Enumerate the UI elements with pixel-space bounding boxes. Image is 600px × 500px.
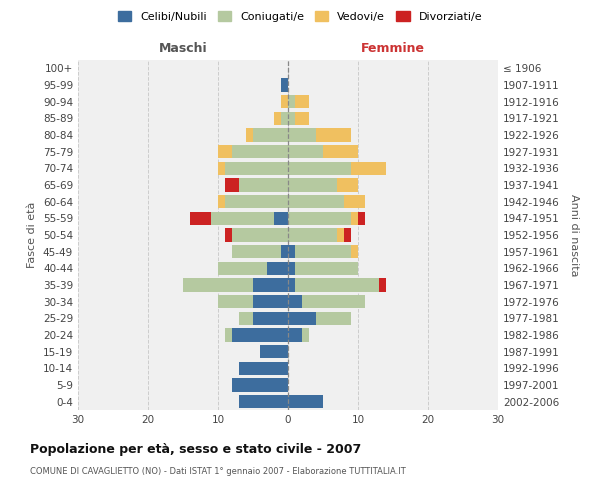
Bar <box>267 262 288 275</box>
Bar <box>183 278 253 291</box>
Bar <box>190 212 211 225</box>
Bar <box>239 178 288 192</box>
Bar <box>253 312 288 325</box>
Bar <box>288 128 316 141</box>
Bar <box>344 228 351 241</box>
Bar <box>239 312 253 325</box>
Bar <box>295 112 309 125</box>
Bar <box>288 262 295 275</box>
Bar <box>232 145 288 158</box>
Bar <box>281 112 288 125</box>
Bar <box>288 312 316 325</box>
Bar <box>288 195 344 208</box>
Bar <box>225 162 288 175</box>
Bar <box>225 328 232 342</box>
Text: COMUNE DI CAVAGLIETTO (NO) - Dati ISTAT 1° gennaio 2007 - Elaborazione TUTTITALI: COMUNE DI CAVAGLIETTO (NO) - Dati ISTAT … <box>30 468 406 476</box>
Bar <box>302 328 309 342</box>
Bar <box>218 295 253 308</box>
Bar <box>218 162 225 175</box>
Bar <box>225 178 239 192</box>
Bar <box>344 195 365 208</box>
Bar <box>288 212 351 225</box>
Bar <box>225 195 288 208</box>
Bar <box>351 245 358 258</box>
Bar <box>218 262 267 275</box>
Bar <box>288 395 323 408</box>
Bar <box>351 212 358 225</box>
Bar <box>288 328 302 342</box>
Bar <box>316 312 351 325</box>
Bar <box>211 212 274 225</box>
Bar <box>232 328 288 342</box>
Bar <box>288 228 337 241</box>
Bar <box>232 228 288 241</box>
Bar <box>281 95 288 108</box>
Bar <box>316 128 351 141</box>
Text: Popolazione per età, sesso e stato civile - 2007: Popolazione per età, sesso e stato civil… <box>30 442 361 456</box>
Bar <box>337 228 344 241</box>
Text: Femmine: Femmine <box>361 42 425 55</box>
Bar <box>239 362 288 375</box>
Bar <box>253 128 288 141</box>
Bar <box>351 162 386 175</box>
Bar <box>274 212 288 225</box>
Bar <box>260 345 288 358</box>
Bar <box>253 295 288 308</box>
Bar <box>288 112 295 125</box>
Bar <box>288 295 302 308</box>
Bar <box>295 262 358 275</box>
Bar <box>379 278 386 291</box>
Bar <box>225 228 232 241</box>
Bar <box>288 245 295 258</box>
Bar <box>337 178 358 192</box>
Bar <box>246 128 253 141</box>
Bar <box>288 145 323 158</box>
Bar <box>323 145 358 158</box>
Bar <box>239 395 288 408</box>
Y-axis label: Fasce di età: Fasce di età <box>28 202 37 268</box>
Bar <box>295 278 379 291</box>
Bar <box>288 95 295 108</box>
Bar <box>232 378 288 392</box>
Bar <box>302 295 365 308</box>
Text: Maschi: Maschi <box>158 42 208 55</box>
Bar <box>232 245 281 258</box>
Legend: Celibi/Nubili, Coniugati/e, Vedovi/e, Divorziati/e: Celibi/Nubili, Coniugati/e, Vedovi/e, Di… <box>115 8 485 25</box>
Bar <box>288 178 337 192</box>
Bar <box>274 112 281 125</box>
Y-axis label: Anni di nascita: Anni di nascita <box>569 194 579 276</box>
Bar <box>281 245 288 258</box>
Bar <box>358 212 365 225</box>
Bar <box>253 278 288 291</box>
Bar <box>281 78 288 92</box>
Bar <box>288 162 351 175</box>
Bar <box>295 245 351 258</box>
Bar <box>218 145 232 158</box>
Bar <box>295 95 309 108</box>
Bar <box>218 195 225 208</box>
Bar <box>288 278 295 291</box>
